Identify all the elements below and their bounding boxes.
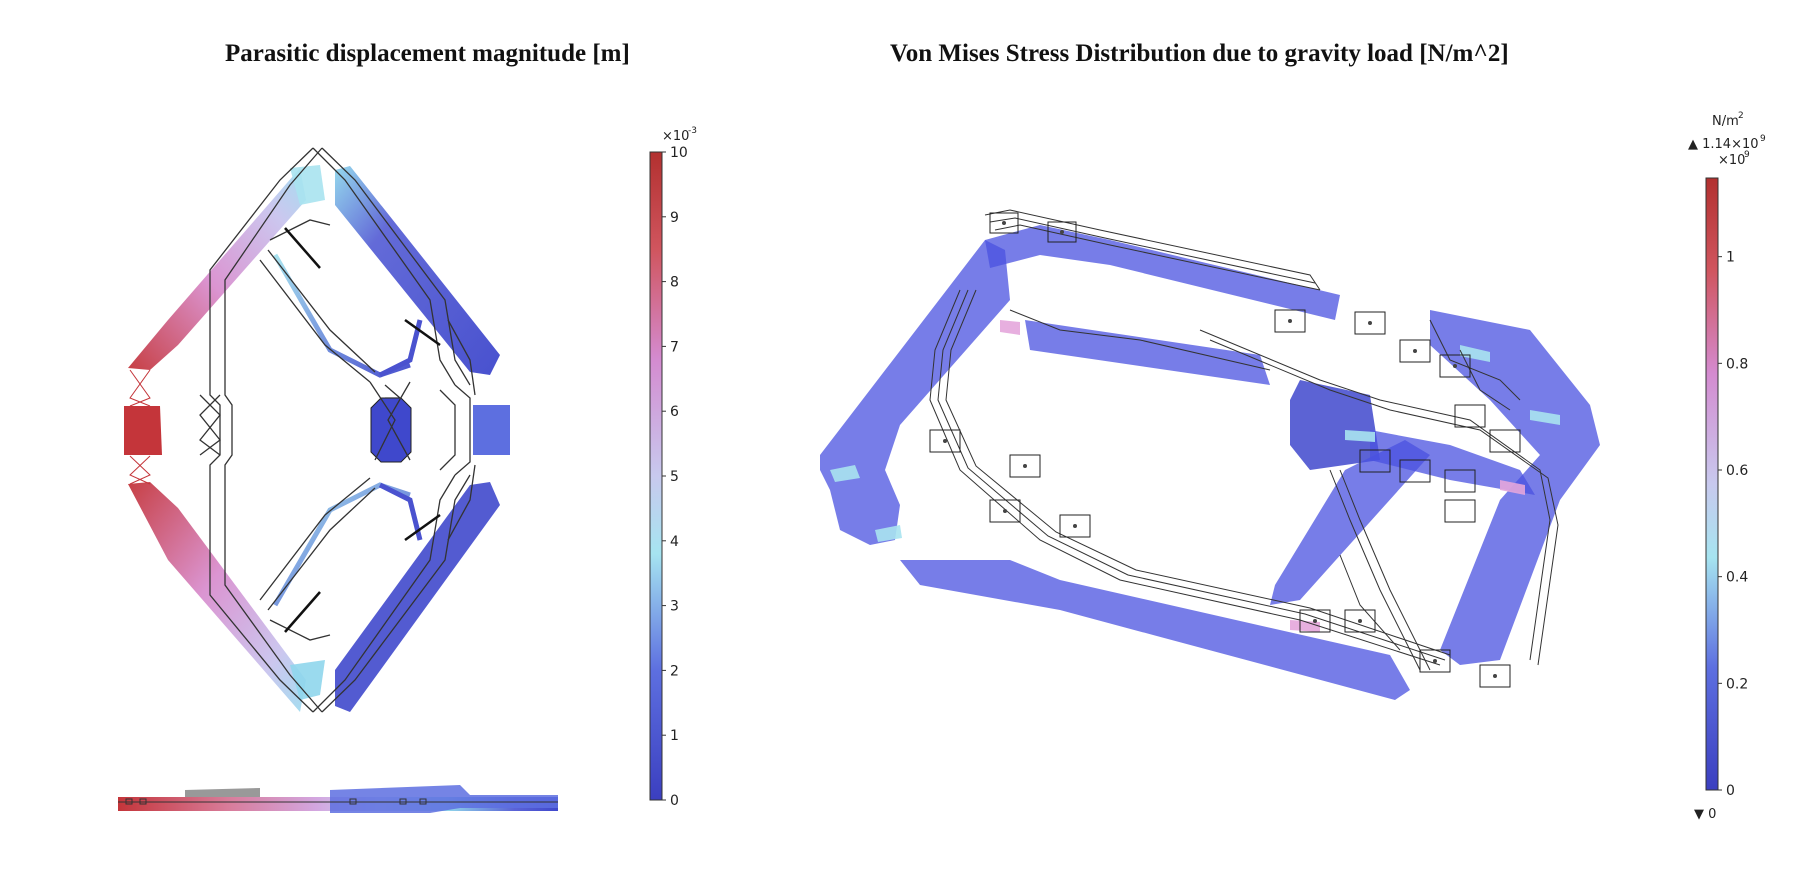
left-colorbar: ×10 -3 0 1 2 3 4 5 6 7 8 9 10 [649,126,697,809]
right-colorbar-multiplier: ×10 [1718,153,1745,168]
left-colorbar-multiplier-exponent: -3 [688,126,697,136]
left-colorbar-tick-label: 5 [670,469,679,485]
left-colorbar-tick-label: 7 [670,339,679,355]
mechanism-top-view [124,147,510,713]
left-colorbar-tick-label: 10 [670,145,688,161]
left-plot-title: Parasitic displacement magnitude [m] [225,40,630,67]
right-colorbar-min-marker: ▼ 0 [1694,807,1716,822]
left-colorbar-tick-label: 9 [670,210,679,226]
right-colorbar-tick-label: 0.2 [1726,676,1748,692]
arm-upper-right [335,166,500,375]
right-colorbar-tick-label: 0.8 [1726,356,1748,372]
left-colorbar-multiplier: ×10 [662,129,689,144]
right-colorbar-ticks: 0 0.2 0.4 0.6 0.8 1 [1718,250,1748,799]
right-colorbar-gradient [1705,177,1719,791]
left-colorbar-tick-label: 6 [670,404,679,420]
right-colorbar-max-exponent: 9 [1760,134,1766,144]
central-hub [1290,380,1380,470]
left-colorbar-tick-label: 3 [670,599,679,615]
left-block [124,406,162,455]
lower-diagonal-link [1270,440,1430,605]
arm-lower-left [128,482,306,712]
mechanism-3d-view [820,209,1600,700]
right-colorbar-multiplier-exponent: 9 [1744,150,1750,160]
mechanism-side-view [118,785,558,813]
frame-top-beam [985,225,1340,320]
right-colorbar-tick-label: 1 [1726,250,1735,266]
left-colorbar-tick-label: 4 [670,534,679,550]
arm-upper-left [128,168,306,370]
left-colorbar-ticks: 0 1 2 3 4 5 6 7 8 9 10 [662,145,688,809]
left-colorbar-tick-label: 8 [670,275,679,291]
right-colorbar-tick-label: 0.6 [1726,463,1748,479]
left-colorbar-tick-label: 0 [670,793,679,809]
right-colorbar-tick-label: 0 [1726,783,1735,799]
frame-middle-beam [1025,320,1270,385]
right-colorbar-max-marker: ▲ 1.14×10 [1688,137,1759,152]
right-block [473,405,510,455]
right-colorbar-unit-exponent: 2 [1738,111,1744,121]
left-colorbar-tick-label: 2 [670,663,679,679]
frame-bottom-beam [900,560,1410,700]
right-plot-title: Von Mises Stress Distribution due to gra… [890,40,1509,67]
right-colorbar-unit: N/m [1712,114,1739,129]
center-block [370,397,412,463]
left-colorbar-gradient [649,151,663,801]
right-colorbar-tick-label: 0.4 [1726,570,1748,586]
left-colorbar-tick-label: 1 [670,728,679,744]
frame-left-body [820,240,1010,545]
right-colorbar: N/m 2 ▲ 1.14×10 9 ×10 9 0 0.2 0.4 0.6 0.8 1 ▼… [1688,111,1766,822]
